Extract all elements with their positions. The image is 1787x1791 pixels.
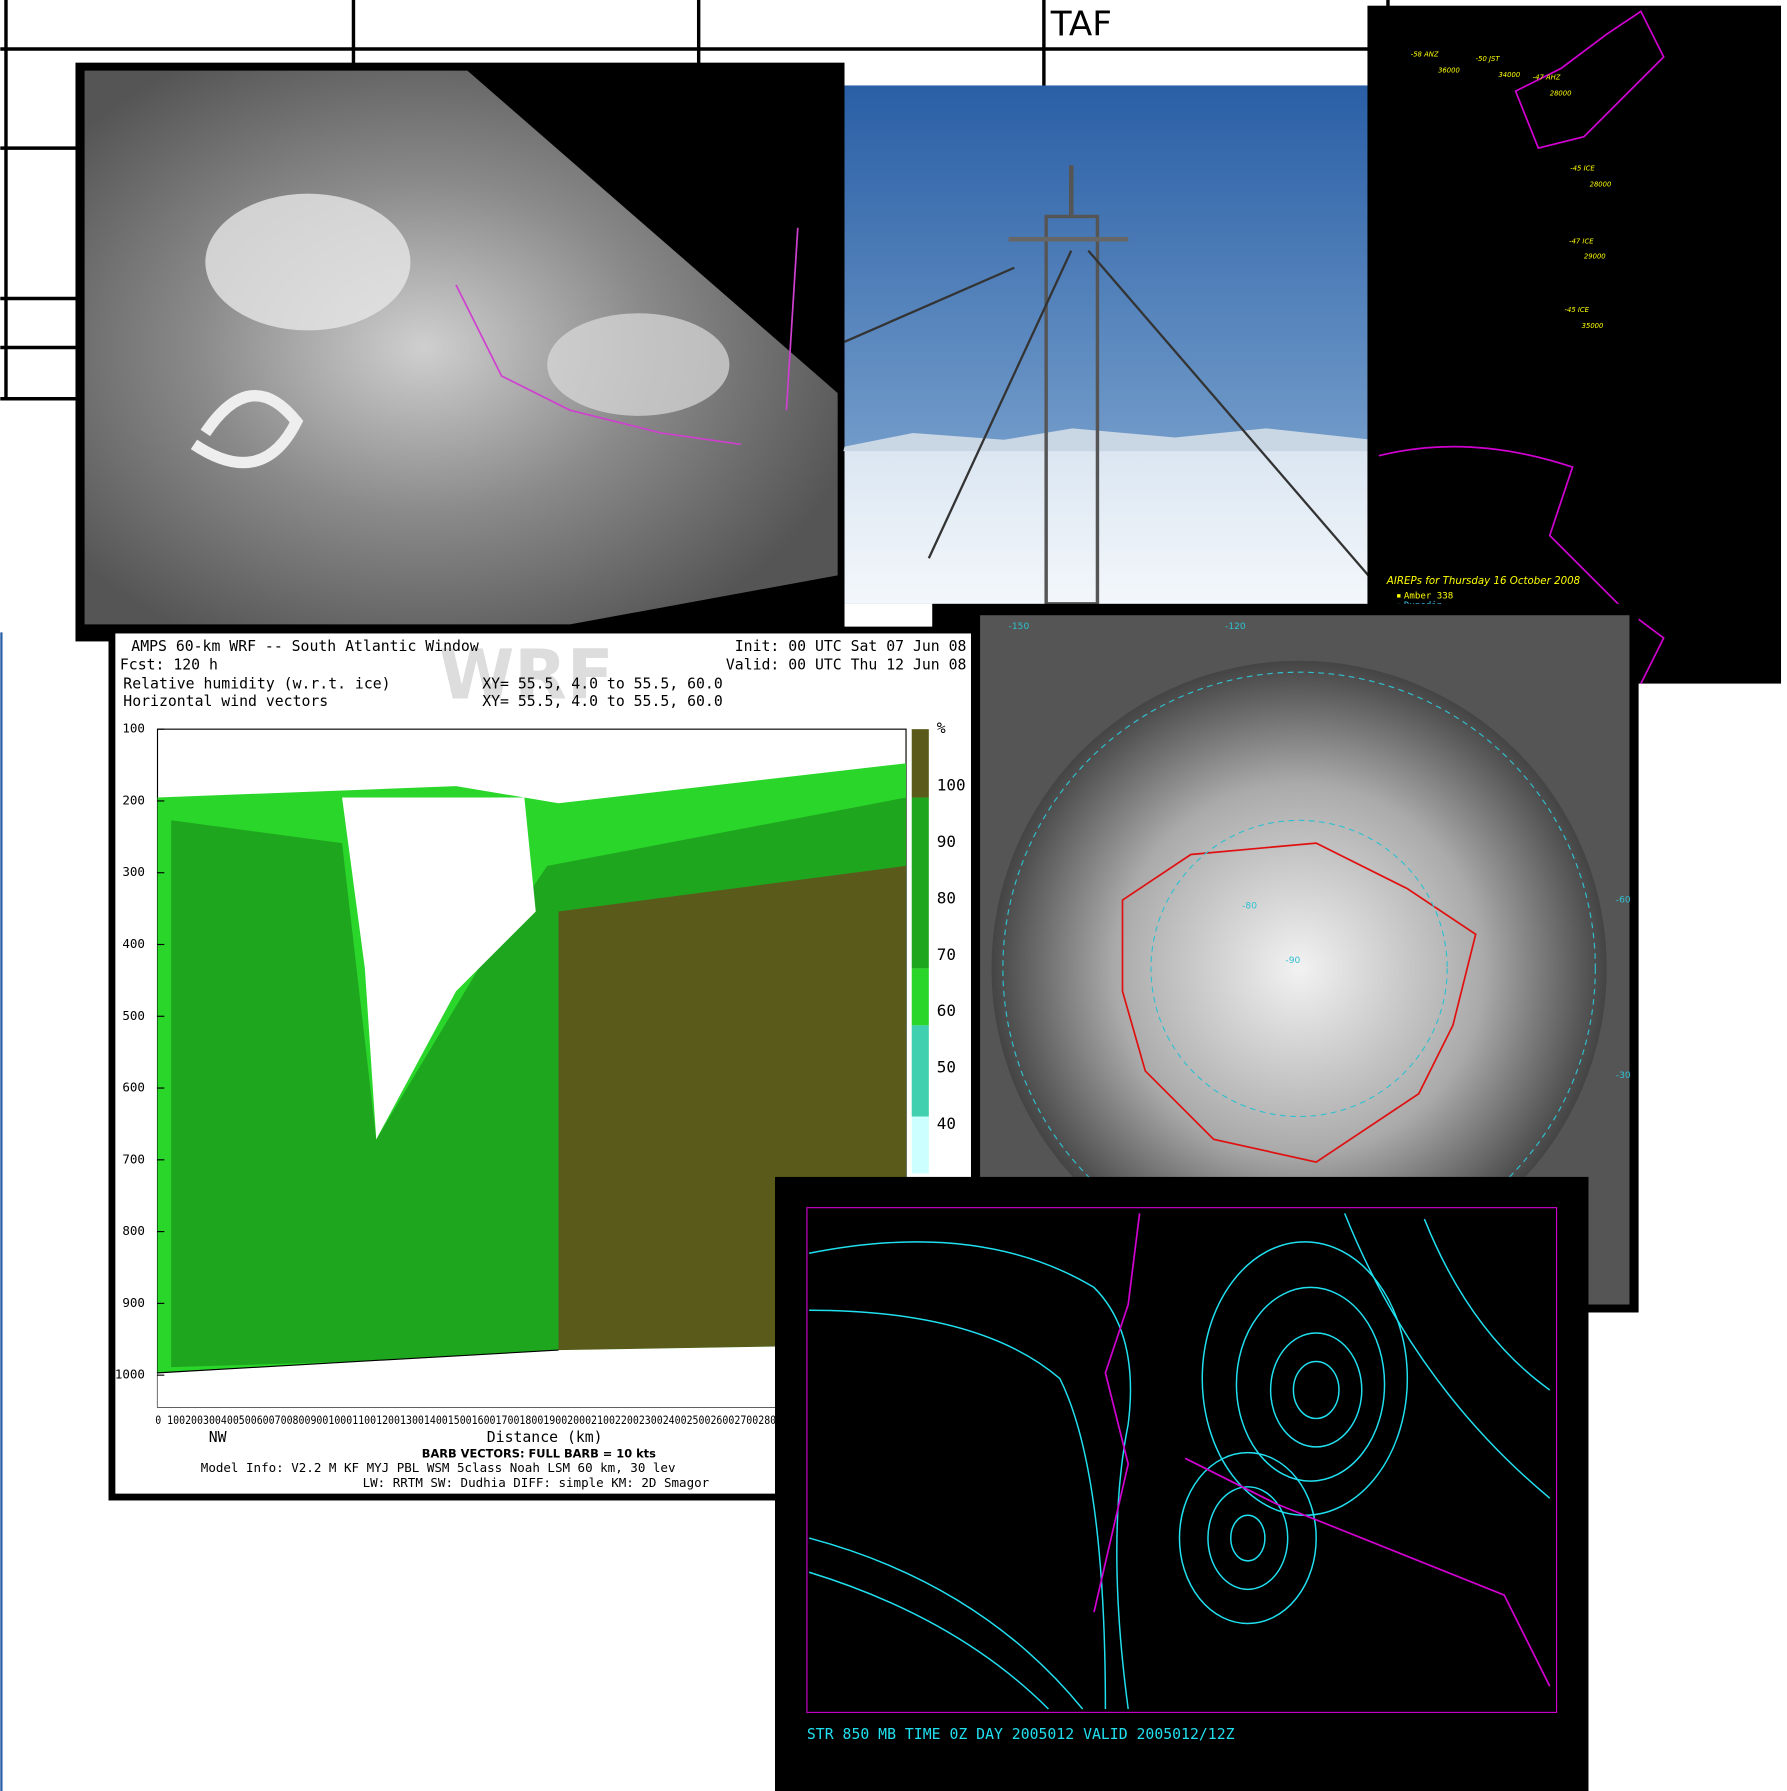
fcst: Fcst: 120 h <box>120 656 218 673</box>
colorbar <box>911 729 929 1174</box>
airep-report: -45 ICE <box>1565 306 1590 314</box>
grid-label: -90 <box>1285 956 1300 966</box>
airep-title: AIREPs for Thursday 16 October 2008 <box>1386 575 1581 587</box>
airep-report: 28000 <box>1550 89 1572 97</box>
pressure-label: 200 <box>122 792 145 807</box>
airep-report: 29000 <box>1584 252 1606 260</box>
caption: STR 850 MB TIME 0Z DAY 2005012 VALID 200… <box>807 1726 1235 1743</box>
colorbar-label: 100 <box>937 776 966 795</box>
legend-label: Amber 338 <box>1404 591 1453 601</box>
valid: Valid: 00 UTC Thu 12 Jun 08 <box>726 656 967 673</box>
pressure-label: 900 <box>122 1295 145 1310</box>
unit: % <box>937 720 946 737</box>
colorbar-label: 50 <box>937 1058 956 1077</box>
airep-report: -50 JST <box>1476 55 1501 63</box>
airep-report: 34000 <box>1498 71 1520 79</box>
colorbar-label: 90 <box>937 832 956 851</box>
xy: XY= 55.5, 4.0 to 55.5, 60.0 <box>482 676 723 693</box>
pressure-label: 800 <box>122 1223 145 1238</box>
tower-photo <box>843 85 1375 606</box>
colorbar-label: 40 <box>937 1114 956 1133</box>
pressure-label: 700 <box>122 1151 145 1166</box>
airep-report: -47 AHZ <box>1533 73 1561 81</box>
airep-map: AIREPs for Thursday 16 October 2008 Ambe… <box>1367 5 1782 684</box>
grid-label: -30 <box>1616 1071 1631 1081</box>
pressure-label: 600 <box>122 1080 145 1095</box>
airep-report: 28000 <box>1590 181 1612 189</box>
pressure-label: 100 <box>122 721 145 736</box>
satellite-ir <box>75 62 845 642</box>
grid-label: -150 <box>1009 622 1030 632</box>
grid-label: -60 <box>1616 896 1631 906</box>
airep-report: 36000 <box>1438 67 1460 75</box>
colorbar-label: 80 <box>937 888 956 907</box>
model-info: Model Info: V2.2 M KF MYJ PBL WSM 5class… <box>201 1460 676 1475</box>
grid-label: -80 <box>1242 901 1257 911</box>
field: Relative humidity (w.r.t. ice) <box>123 676 390 693</box>
colorbar-label: 60 <box>937 1001 956 1020</box>
cross-section-text: WRF AMPS 60-km WRF -- South Atlantic Win… <box>115 637 967 1490</box>
pressure-label: 500 <box>122 1008 145 1023</box>
airep-report: -47 ICE <box>1569 238 1594 246</box>
init: Init: 00 UTC Sat 07 Jun 08 <box>735 638 967 655</box>
x-labels: 0 10020030040050060070080090010001100120… <box>155 1413 776 1427</box>
watermark: WRF <box>439 637 614 716</box>
barb-note: BARB VECTORS: FULL BARB = 10 kts <box>422 1446 656 1460</box>
pressure-label: 400 <box>122 936 145 951</box>
model-info: LW: RRTM SW: Dudhia DIFF: simple KM: 2D … <box>363 1475 710 1490</box>
field: Horizontal wind vectors <box>123 693 328 710</box>
streamline-panel: STR 850 MB TIME 0Z DAY 2005012 VALID 200… <box>775 1176 1589 1791</box>
pressure-label: 300 <box>122 864 145 879</box>
pressure-label: 1000 <box>115 1367 145 1382</box>
airep-report: 35000 <box>1582 322 1604 330</box>
xy: XY= 55.5, 4.0 to 55.5, 60.0 <box>482 693 723 710</box>
table-header: TAF <box>1050 5 1112 45</box>
grid-label: -120 <box>1225 622 1246 632</box>
x-axis-label: Distance (km) <box>487 1429 603 1446</box>
direction: NW <box>209 1429 227 1446</box>
colorbar-label: 70 <box>937 945 956 964</box>
airep-report: -45 ICE <box>1570 165 1595 173</box>
header: AMPS 60-km WRF -- South Atlantic Window <box>131 638 479 655</box>
legend-swatch <box>1397 594 1401 598</box>
airep-report: -58 ANZ <box>1411 51 1439 59</box>
